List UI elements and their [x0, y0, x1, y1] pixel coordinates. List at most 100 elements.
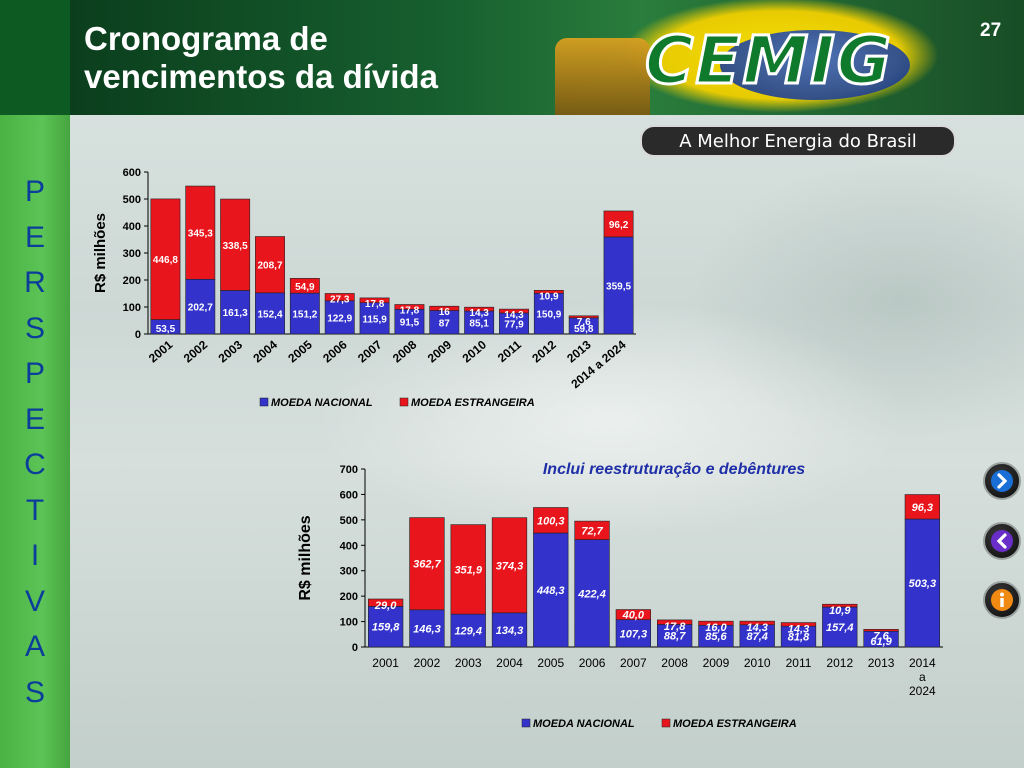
- x-tick-label: 2007: [620, 656, 647, 670]
- data-label-moeda-estrangeira: 338,5: [223, 241, 248, 252]
- y-tick-label: 0: [352, 642, 358, 654]
- data-label-moeda-nacional: 146,3: [413, 623, 441, 635]
- bar-moeda-nacional: [359, 302, 390, 335]
- x-tick-label: 2001: [372, 656, 399, 670]
- bar-moeda-nacional: [533, 292, 564, 335]
- data-label-moeda-nacional: 59,8: [574, 324, 594, 335]
- x-tick-label: 2003: [455, 656, 482, 670]
- data-label-moeda-nacional: 87: [439, 318, 451, 329]
- y-tick-label: 600: [123, 167, 141, 179]
- data-label-moeda-nacional: 202,7: [188, 303, 213, 314]
- sidebar-letter: S: [24, 311, 45, 345]
- sidebar-top-block: [0, 0, 70, 115]
- data-label-moeda-nacional: 107,3: [620, 628, 648, 640]
- data-label-moeda-estrangeira: 374,3: [496, 560, 524, 572]
- data-label-moeda-estrangeira: 14,3: [747, 622, 768, 634]
- sidebar-letter: C: [24, 448, 46, 481]
- sidebar-letter: I: [30, 539, 40, 572]
- info-icon: [991, 589, 1013, 611]
- x-tick-label-part: a: [919, 670, 926, 684]
- bar-moeda-estrangeira: [359, 297, 390, 304]
- bar-moeda-estrangeira: [533, 507, 569, 534]
- bar-moeda-estrangeira: [409, 517, 445, 611]
- slide-title-line1: Cronograma de: [84, 20, 328, 57]
- data-label-moeda-estrangeira: 446,8: [153, 255, 178, 266]
- bar-moeda-nacional: [368, 606, 404, 648]
- x-tick-label: 2006: [579, 656, 606, 670]
- bar-moeda-estrangeira: [904, 494, 940, 520]
- x-tick-label: 2001: [146, 337, 176, 365]
- chart-title: Inclui reestruturação e debêntures: [543, 461, 805, 478]
- x-tick-label: 2011: [786, 656, 812, 670]
- data-label-moeda-estrangeira: 345,3: [188, 229, 213, 240]
- bar-moeda-nacional: [904, 518, 940, 648]
- x-tick-label: 2013: [564, 337, 594, 365]
- slide-title-line2: vencimentos da dívida: [84, 58, 438, 95]
- data-label-moeda-nacional: 151,2: [292, 310, 317, 321]
- sidebar-letter: V: [24, 584, 45, 618]
- bar-moeda-estrangeira: [289, 278, 320, 294]
- y-tick-label: 400: [123, 221, 141, 233]
- bar-moeda-nacional: [450, 613, 486, 648]
- data-label-moeda-estrangeira: 362,7: [413, 559, 441, 571]
- bar-moeda-nacional: [491, 612, 528, 648]
- y-tick-label: 100: [340, 617, 358, 629]
- data-label-moeda-estrangeira: 17,8: [664, 621, 686, 633]
- legend-label: MOEDA NACIONAL: [271, 397, 373, 409]
- y-tick-label: 600: [340, 489, 358, 501]
- bar-moeda-estrangeira: [450, 524, 486, 615]
- sidebar-letter: P: [24, 357, 45, 390]
- bar-moeda-estrangeira: [324, 293, 355, 302]
- sidebar-letter: S: [24, 675, 45, 709]
- x-tick-label: 2012: [529, 337, 559, 365]
- x-tick-label: 2011: [495, 337, 524, 365]
- data-label-moeda-nacional: 91,5: [400, 318, 420, 329]
- data-label-moeda-estrangeira: 96,3: [912, 502, 933, 514]
- previous-slide-button[interactable]: [983, 522, 1021, 560]
- x-tick-label-part: 2014: [909, 656, 936, 670]
- legend-swatch: [521, 718, 531, 728]
- bar-moeda-estrangeira: [185, 185, 216, 280]
- y-tick-label: 200: [340, 591, 358, 603]
- data-label-moeda-nacional: 159,8: [372, 622, 400, 634]
- info-button[interactable]: [983, 581, 1021, 619]
- data-label-moeda-estrangeira: 14,3: [504, 310, 524, 321]
- bar-moeda-nacional: [533, 532, 569, 648]
- x-tick-label: 2009: [425, 337, 455, 365]
- data-label-moeda-estrangeira: 29,0: [374, 600, 397, 612]
- x-tick-label: 2005: [537, 656, 564, 670]
- data-label-moeda-nacional: 61,9: [870, 636, 892, 648]
- bar-moeda-estrangeira: [394, 304, 425, 310]
- data-label-moeda-estrangeira: 14,3: [788, 624, 809, 636]
- bar-moeda-nacional: [603, 236, 634, 335]
- y-tick-label: 300: [123, 248, 141, 260]
- bar-moeda-estrangeira: [150, 198, 181, 320]
- bar-moeda-estrangeira: [255, 236, 285, 294]
- x-tick-label: 2010: [744, 656, 771, 670]
- x-tick-label: 2005: [285, 337, 315, 365]
- data-label-moeda-estrangeira: 96,2: [609, 220, 629, 231]
- x-tick-label: 2009: [703, 656, 730, 670]
- data-label-moeda-estrangeira: 16,0: [705, 622, 727, 634]
- data-label-moeda-estrangeira: 7,6: [873, 630, 889, 642]
- data-label-moeda-nacional: 129,4: [454, 626, 482, 638]
- data-label-moeda-estrangeira: 10,9: [539, 291, 559, 302]
- data-label-moeda-estrangeira: 40,0: [622, 610, 645, 622]
- data-label-moeda-nacional: 53,5: [156, 324, 176, 335]
- bar-moeda-estrangeira: [698, 620, 734, 626]
- bar-moeda-estrangeira: [603, 210, 634, 238]
- next-slide-button[interactable]: [983, 462, 1021, 500]
- bar-moeda-estrangeira: [533, 290, 564, 294]
- chart-debt-schedule-2: 0 100 200 300 400 500 600 700 R$ milhões 159,8 29,…: [297, 461, 943, 730]
- sidebar-letter: E: [24, 220, 45, 254]
- bar-moeda-estrangeira: [739, 620, 775, 626]
- y-axis-label: R$ milhões: [297, 515, 314, 600]
- x-tick-label: 2008: [390, 337, 420, 365]
- x-tick-label: 2003: [216, 337, 246, 365]
- data-label-moeda-nacional: 152,4: [257, 309, 282, 320]
- data-label-moeda-nacional: 88,7: [664, 631, 686, 643]
- data-label-moeda-estrangeira: 17,8: [400, 305, 420, 316]
- bar-moeda-estrangeira: [499, 308, 529, 314]
- data-label-moeda-estrangeira: 54,9: [295, 282, 315, 293]
